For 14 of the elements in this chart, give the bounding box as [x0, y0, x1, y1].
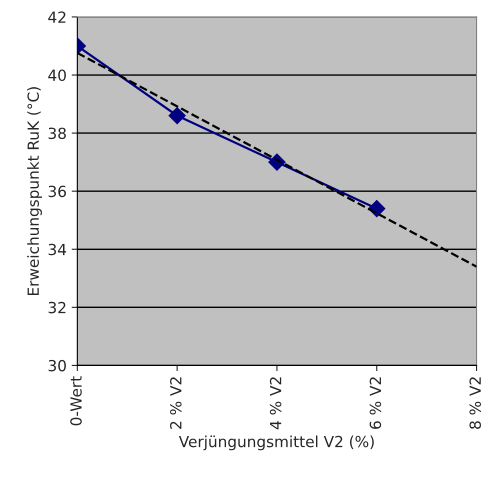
y-tick-label: 40 [48, 69, 66, 82]
y-tick-label: 38 [48, 128, 66, 140]
y-tick-label: 32 [48, 302, 66, 314]
y-tick-label: 34 [48, 244, 66, 256]
y-tick-label: 42 [48, 11, 66, 23]
y-axis-title: Erweichungspunkt RuK (°C) [27, 87, 42, 296]
y-tick-label: 36 [48, 186, 66, 198]
x-axis-title: Verjüngungsmittel V2 (%) [178, 436, 374, 450]
x-tick-label: 6 % V2 [370, 377, 382, 429]
y-tick-label: 30 [48, 360, 66, 372]
x-tick-label: 8 % V2 [469, 377, 481, 429]
x-tick-label: 2 % V2 [170, 377, 182, 429]
x-tick-label: 4 % V2 [270, 377, 282, 430]
x-tick-label: 0-Wert [70, 376, 82, 426]
